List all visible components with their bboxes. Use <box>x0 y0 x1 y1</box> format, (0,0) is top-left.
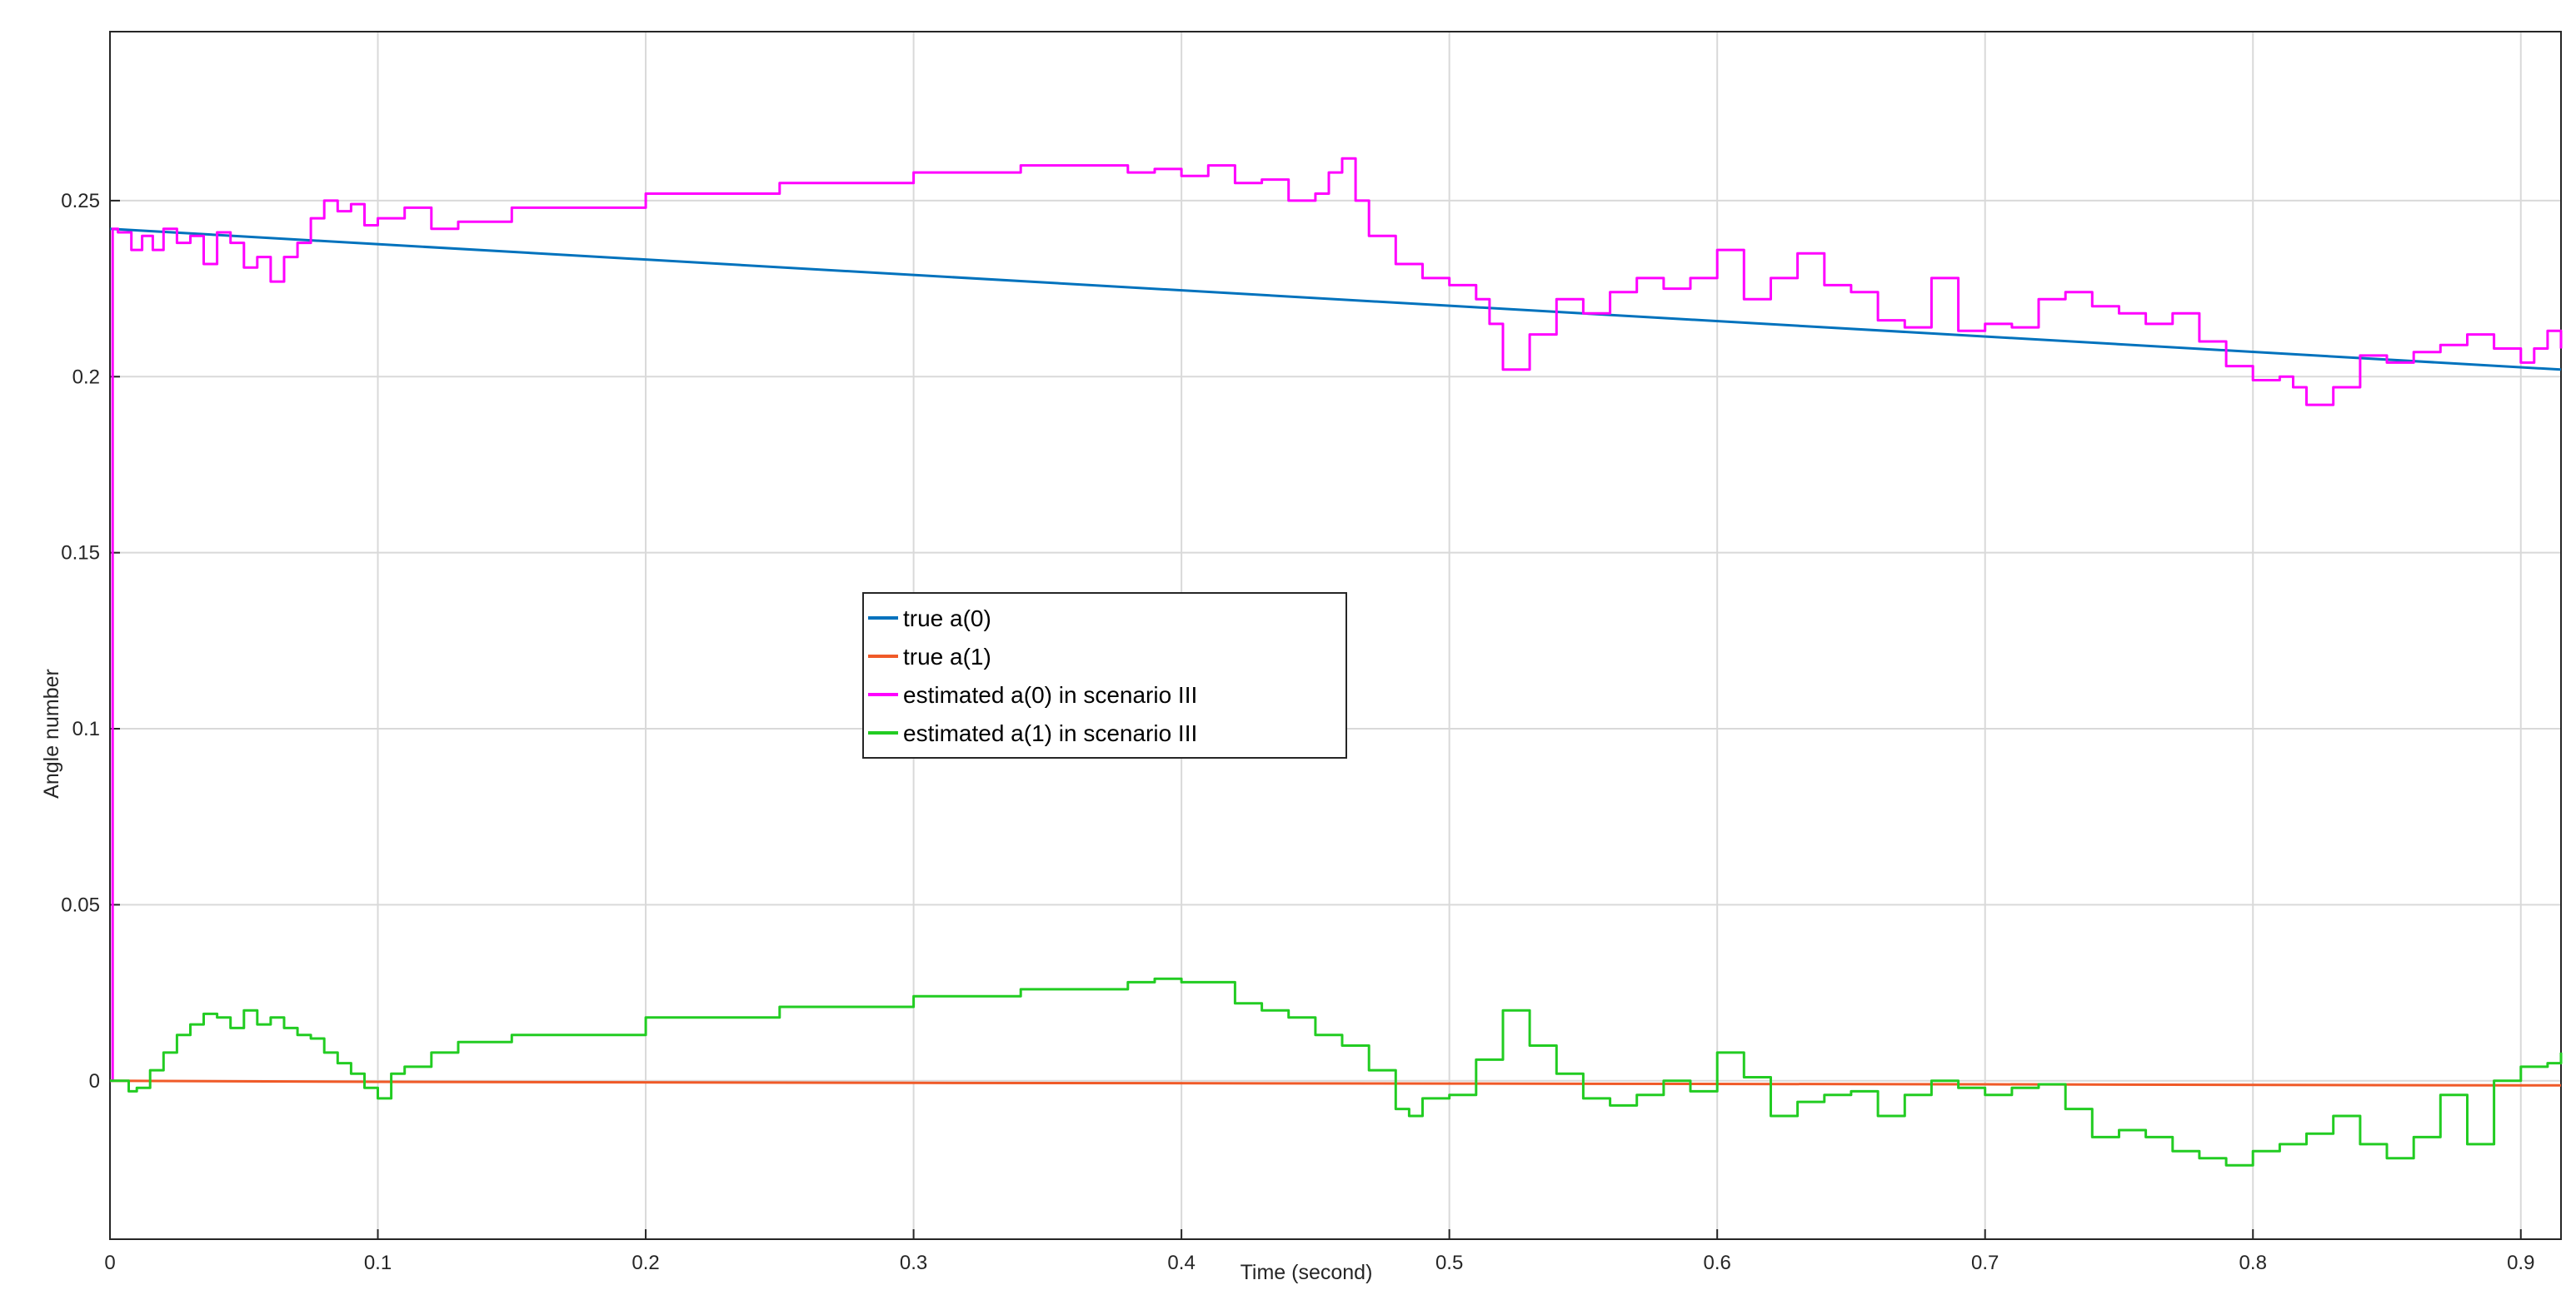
series-line-0 <box>109 227 2562 371</box>
y-tick-label: 0.1 <box>72 718 100 740</box>
y-axis-label: Angle number <box>40 669 63 799</box>
legend-box <box>862 592 1347 759</box>
x-tick-label: 0.7 <box>1971 1252 1999 1274</box>
x-tick-label: 0.6 <box>1703 1252 1730 1274</box>
series-line-1 <box>109 1079 2561 1087</box>
legend-entry-3: estimated a(1) in scenario III <box>903 720 1197 746</box>
grid <box>109 32 2561 1239</box>
x-tick-label: 0.9 <box>2507 1252 2534 1274</box>
series-layer <box>109 157 2563 1167</box>
legend-entry-1: true a(1) <box>903 644 991 670</box>
y-tick-label: 0.05 <box>61 894 100 916</box>
y-tick-label: 0 <box>89 1070 100 1093</box>
x-tick-label: 0.8 <box>2239 1252 2267 1274</box>
x-axis-label: Time (second) <box>1241 1261 1373 1284</box>
x-tick-label: 0.5 <box>1435 1252 1463 1274</box>
plot-area <box>109 31 2562 1240</box>
y-tick-label: 0.15 <box>61 542 100 565</box>
x-tick-label: 0.3 <box>900 1252 927 1274</box>
x-tick-label: 0.2 <box>632 1252 659 1274</box>
y-tick-label: 0.2 <box>72 366 100 388</box>
x-tick-label: 0.1 <box>364 1252 392 1274</box>
series-line-3 <box>110 977 2563 1167</box>
y-axis: 0 0.05 0.1 0.15 0.2 0.25 <box>61 190 120 1093</box>
x-tick-label: 0 <box>104 1252 115 1274</box>
series-line-2 <box>110 157 2563 1083</box>
y-tick-label: 0.25 <box>61 190 100 212</box>
legend-entry-0: true a(0) <box>903 605 991 631</box>
x-axis: 0 0.1 0.2 0.3 0.4 0.5 0.6 0.7 0.8 0.9 <box>104 1229 2534 1274</box>
legend: true a(0) true a(1) estimated a(0) in scen… <box>862 592 1347 759</box>
x-tick-label: 0.4 <box>1167 1252 1195 1274</box>
legend-entry-2: estimated a(0) in scenario III <box>903 682 1197 708</box>
